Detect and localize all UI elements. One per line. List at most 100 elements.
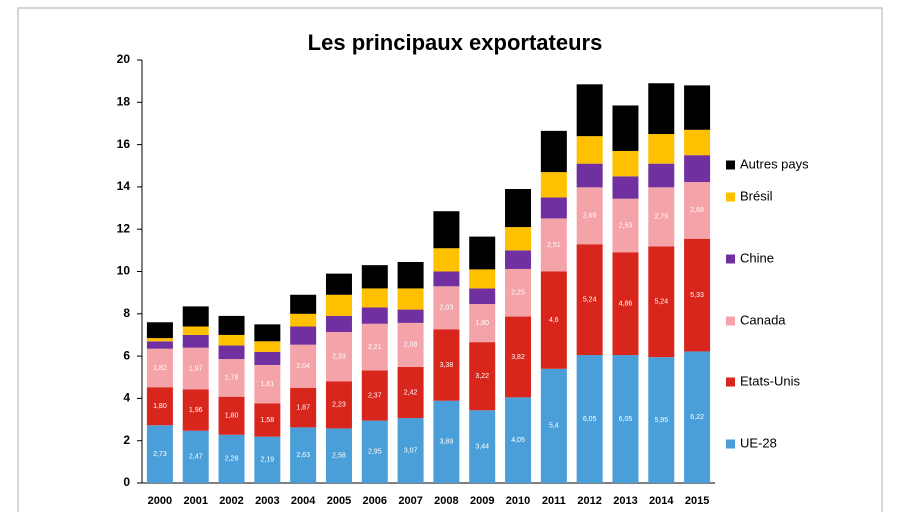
x-tick-label: 2009	[470, 495, 494, 507]
legend-swatch	[726, 192, 735, 202]
bar-segment	[469, 410, 496, 483]
bar-segment	[612, 198, 639, 253]
value-label: 2,25	[511, 290, 525, 297]
bar-segment	[648, 134, 675, 164]
bar-segment	[540, 368, 567, 483]
value-label: 1,82	[153, 365, 167, 372]
bar-segment	[433, 211, 460, 249]
bar-segment	[433, 286, 460, 330]
bar-segment	[612, 150, 639, 177]
bar-segment	[254, 324, 281, 342]
bar-segment	[433, 248, 460, 272]
value-label: 2,19	[261, 457, 275, 464]
value-label: 1,97	[189, 365, 203, 372]
legend-swatch	[726, 316, 735, 326]
value-label: 2,69	[583, 213, 597, 220]
value-label: 2,51	[547, 242, 561, 249]
bar-segment	[433, 271, 460, 287]
legend-label: UE-28	[740, 435, 777, 450]
x-tick-label: 2003	[255, 495, 279, 507]
value-label: 4,6	[549, 317, 559, 324]
bar-segment	[325, 428, 352, 483]
bar-segment	[182, 306, 209, 327]
x-tick-label: 2011	[542, 495, 566, 507]
bar-segment	[218, 359, 245, 397]
bar-segment	[254, 436, 281, 483]
value-label: 2,04	[296, 363, 310, 370]
bar-segment	[146, 341, 173, 349]
bar-segment	[469, 288, 496, 305]
bar-segment	[361, 420, 388, 483]
bar-segment	[397, 366, 424, 419]
bar-segment	[540, 172, 567, 198]
bar-segment	[397, 322, 424, 367]
bar-segment	[469, 269, 496, 289]
bar-segment	[684, 182, 711, 239]
y-tick-label: 10	[117, 264, 131, 278]
x-tick-label: 2008	[434, 495, 458, 507]
value-label: 2,08	[404, 342, 418, 349]
value-label: 2,79	[654, 214, 668, 221]
legend-swatch	[726, 160, 735, 170]
y-tick-label: 20	[117, 52, 131, 66]
bar-segment	[325, 273, 352, 295]
value-label: 4,86	[619, 300, 633, 307]
x-tick-label: 2006	[363, 495, 387, 507]
value-label: 5,95	[654, 417, 668, 424]
value-label: 2,73	[153, 451, 167, 458]
value-label: 2,53	[619, 222, 633, 229]
chart-title: Les principaux exportateurs	[308, 30, 603, 55]
value-label: 2,47	[189, 454, 203, 461]
value-label: 3,44	[475, 443, 489, 450]
x-tick-label: 2007	[398, 495, 422, 507]
bar-segment	[182, 389, 209, 431]
bar-segment	[146, 338, 173, 342]
bar-segment	[576, 355, 603, 483]
bar-segment	[397, 288, 424, 310]
bar-segment	[182, 334, 209, 348]
y-tick-label: 14	[117, 179, 131, 193]
bar-segment	[290, 294, 317, 314]
bar-segment	[218, 434, 245, 483]
bar-segment	[325, 381, 352, 429]
x-tick-label: 2005	[327, 495, 351, 507]
bar-segment	[505, 250, 532, 269]
bar-segment	[290, 313, 317, 327]
value-label: 2,33	[332, 353, 346, 360]
value-label: 2,37	[368, 392, 382, 399]
bar-segment	[290, 427, 317, 483]
bar-segment	[325, 315, 352, 332]
bar-segment	[505, 268, 532, 317]
value-label: 1,80	[153, 403, 167, 410]
x-tick-label: 2002	[219, 495, 243, 507]
legend-swatch	[726, 377, 735, 387]
legend-label: Etats-Unis	[740, 373, 800, 388]
value-label: 5,24	[654, 299, 668, 306]
bar-segment	[612, 252, 639, 356]
bar-segment	[684, 351, 711, 483]
legend-swatch	[726, 254, 735, 264]
bar-segment	[146, 348, 173, 388]
bar-segment	[397, 261, 424, 289]
x-tick-label: 2004	[291, 495, 316, 507]
bar-segment	[684, 129, 711, 156]
bar-segment	[146, 425, 173, 483]
bar-segment	[290, 387, 317, 428]
y-tick-label: 4	[123, 391, 130, 405]
bar-segment	[254, 351, 281, 365]
bar-segment	[612, 105, 639, 151]
value-label: 3,38	[440, 362, 454, 369]
legend-swatch	[726, 439, 735, 449]
value-label: 5,24	[583, 296, 597, 303]
bar-segment	[290, 326, 317, 345]
bar-segment	[146, 387, 173, 426]
x-tick-label: 2000	[148, 495, 172, 507]
bar-segment	[218, 345, 245, 360]
value-label: 1,80	[225, 413, 239, 420]
bar-segment	[146, 322, 173, 339]
value-label: 6,22	[690, 414, 704, 421]
bar-segment	[469, 236, 496, 270]
bar-segment	[648, 357, 675, 483]
value-label: 1,80	[475, 320, 489, 327]
value-label: 1,58	[261, 417, 275, 424]
